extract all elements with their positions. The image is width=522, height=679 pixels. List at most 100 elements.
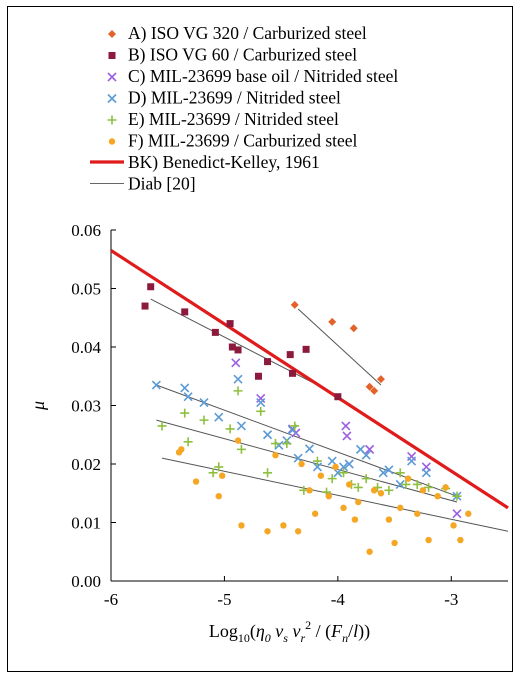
diab-fit-line [156,419,458,503]
data-point [178,446,185,453]
legend-label: D) MIL-23699 / Nitrided steel [128,88,341,108]
figure-frame: A) ISO VG 320 / Carburized steel B) ISO V… [7,6,513,672]
data-point [317,472,325,479]
data-points [141,283,472,555]
data-point [378,468,388,478]
legend-label: F) MIL-23699 / Carburized steel [128,131,358,151]
y-tick-label: 0.05 [71,280,101,299]
data-point [414,510,421,517]
data-point [208,468,218,478]
data-point [425,536,432,544]
data-point [311,510,319,517]
legend-item: F) MIL-23699 / Carburized steel [108,131,358,151]
data-point [391,539,398,547]
data-point [404,475,412,482]
data-point [325,492,332,500]
data-point [180,408,190,418]
diab-fit-line [161,457,509,532]
benedict-kelley-line [110,249,509,510]
data-point [290,300,299,309]
data-point [377,490,385,497]
data-point [341,421,351,431]
data-point [421,468,431,478]
legend-label: BK) Benedict-Kelley, 1961 [128,152,320,172]
legend-item: Diab [20] [90,174,196,194]
legend-item: E) MIL-23699 / Nitrided steel [107,109,339,129]
data-point [452,509,462,519]
data-point [370,487,378,494]
data-point [312,456,322,466]
data-point [181,308,189,316]
data-point [306,487,313,494]
legend-item: B) ISO VG 60 / Carburized steel [108,45,357,65]
data-point [302,345,310,353]
legend-label: E) MIL-23699 / Nitrided steel [128,109,339,129]
y-tick-label: 0.02 [71,455,101,474]
data-point [270,439,280,449]
data-point [214,462,224,472]
data-point [286,351,294,359]
data-point [294,528,302,535]
data-point [234,346,242,354]
legend-item: D) MIL-23699 / Nitrided steel [107,88,341,108]
legend-marker [107,93,117,104]
data-point [332,463,339,471]
data-point [151,380,161,390]
data-point [370,386,379,395]
data-point [214,412,224,422]
data-point [346,481,353,488]
data-point [180,383,190,393]
legend-marker [107,115,117,125]
data-point [290,421,300,431]
y-tick-label: 0.00 [71,572,101,591]
data-point [280,522,287,529]
data-point [183,392,193,402]
data-point [231,358,241,368]
data-point [141,302,149,310]
data-point [263,468,273,478]
data-point [264,358,272,366]
data-point [397,504,404,512]
data-point [225,424,235,434]
series-b [141,283,342,401]
data-point [238,522,245,529]
data-point [365,444,375,454]
data-point [327,474,337,484]
data-point [327,456,337,466]
data-point [366,548,373,555]
legend-label: B) ISO VG 60 / Carburized steel [128,45,357,65]
data-point [419,487,427,494]
data-point [312,462,323,472]
data-point [233,374,243,384]
y-axis-title: μ [28,401,48,411]
data-point [147,283,155,291]
x-tick-label: -5 [217,590,231,609]
data-point [199,415,209,425]
chart-ticks: 0.00 0.01 0.02 0.03 0.04 0.05 0.06 -6 -5 -4 -3 [71,221,458,609]
legend-marker [108,52,116,59]
data-point [452,491,462,501]
data-point [157,421,167,431]
data-point [328,317,337,326]
x-tick-label: -6 [104,590,118,609]
legend-label: C) MIL-23699 base oil / Nitrided steel [128,66,398,86]
data-point [262,430,273,440]
data-point [365,382,374,391]
data-point [384,485,394,495]
legend-label: Diab [20] [128,174,196,194]
data-point [272,452,279,459]
x-axis-title: Log10(η0 vs vr2 / (Fn/l)) [209,618,370,645]
series-a [290,300,385,395]
data-point [395,468,405,478]
data-point [457,536,464,544]
data-point [256,406,266,416]
data-point [339,468,349,478]
data-point [361,450,371,460]
data-point [407,456,417,466]
data-point [351,516,359,523]
data-point [385,516,393,523]
data-point [376,375,385,384]
data-point [442,484,449,491]
